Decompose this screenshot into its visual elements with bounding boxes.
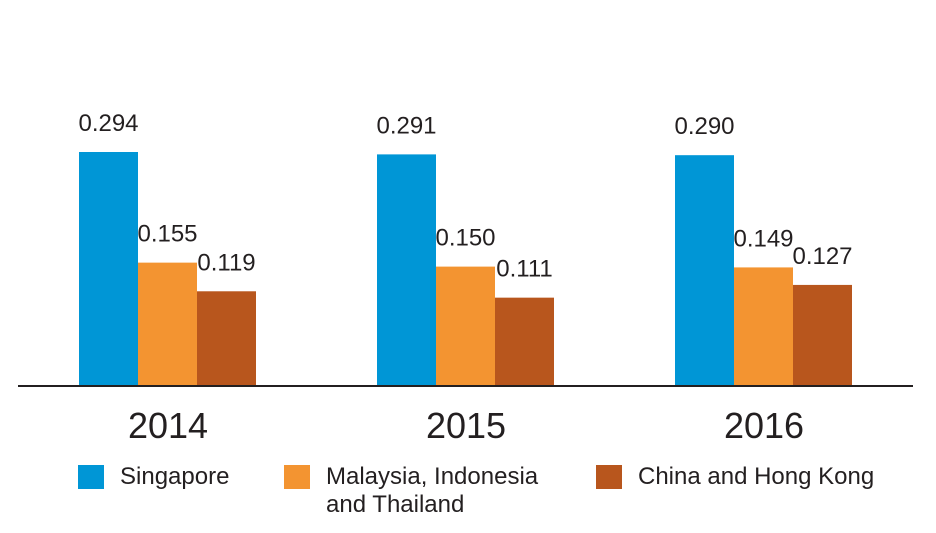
data-label-china-and-hong-kong-2015: 0.111 — [496, 256, 553, 283]
bar-malaysia-indonesia-and-thailand-2016 — [734, 267, 793, 386]
data-label-china-and-hong-kong-2016: 0.127 — [792, 243, 852, 270]
x-tick-label-2016: 2016 — [724, 405, 804, 446]
data-label-singapore-2015: 0.291 — [376, 112, 436, 139]
bar-malaysia-indonesia-and-thailand-2015 — [436, 266, 495, 386]
data-label-malaysia-indonesia-and-thailand-2014: 0.155 — [137, 221, 197, 248]
bar-china-and-hong-kong-2016 — [793, 284, 852, 386]
bar-singapore-2014 — [79, 152, 138, 386]
data-label-singapore-2016: 0.290 — [674, 113, 734, 140]
data-label-china-and-hong-kong-2014: 0.119 — [197, 249, 255, 276]
data-label-malaysia-indonesia-and-thailand-2016: 0.149 — [733, 225, 793, 252]
data-label-malaysia-indonesia-and-thailand-2015: 0.150 — [435, 225, 495, 252]
bar-singapore-2016 — [675, 155, 734, 386]
bar-china-and-hong-kong-2015 — [495, 297, 554, 386]
bar-china-and-hong-kong-2014 — [197, 291, 256, 386]
x-tick-label-2015: 2015 — [426, 405, 506, 446]
data-label-singapore-2014: 0.294 — [78, 110, 138, 137]
x-tick-label-2014: 2014 — [128, 405, 208, 446]
bar-malaysia-indonesia-and-thailand-2014 — [138, 262, 197, 386]
bar-singapore-2015 — [377, 154, 436, 386]
